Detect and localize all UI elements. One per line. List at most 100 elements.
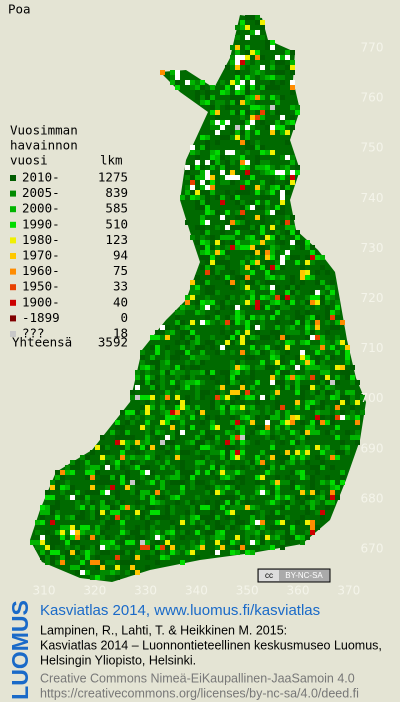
map-cell	[245, 125, 250, 130]
map-cell	[200, 545, 205, 550]
footer-link[interactable]: Kasviatlas 2014, www.luomus.fi/kasviatla…	[40, 602, 320, 619]
map-cell	[260, 120, 265, 125]
map-cell	[270, 240, 275, 245]
map-cell	[275, 320, 280, 325]
map-cell	[275, 355, 280, 360]
map-cell	[135, 440, 140, 445]
map-cell	[200, 195, 205, 200]
map-cell	[205, 280, 210, 285]
map-cell	[225, 375, 230, 380]
map-cell	[270, 310, 275, 315]
map-cell	[280, 420, 285, 425]
map-cell	[125, 505, 130, 510]
map-cell	[330, 395, 335, 400]
map-cell	[320, 370, 325, 375]
map-cell	[185, 350, 190, 355]
map-cell	[185, 325, 190, 330]
map-cell	[340, 470, 345, 475]
map-cell	[325, 480, 330, 485]
map-cell	[160, 550, 165, 555]
map-cell	[270, 315, 275, 320]
map-cell	[275, 330, 280, 335]
legend-label: -1899	[22, 310, 60, 325]
map-cell	[340, 475, 345, 480]
map-cell	[235, 175, 240, 180]
map-cell	[70, 460, 75, 465]
map-cell	[270, 130, 275, 135]
map-cell	[275, 390, 280, 395]
map-cell	[205, 315, 210, 320]
map-cell	[235, 425, 240, 430]
map-cell	[285, 505, 290, 510]
map-cell	[190, 190, 195, 195]
map-cell	[215, 115, 220, 120]
map-cell	[275, 205, 280, 210]
map-cell	[195, 445, 200, 450]
map-cell	[255, 160, 260, 165]
map-cell	[50, 485, 55, 490]
map-cell	[175, 70, 180, 75]
map-cell	[335, 485, 340, 490]
map-cell	[200, 205, 205, 210]
map-cell	[160, 485, 165, 490]
map-cell	[250, 85, 255, 90]
map-cell	[195, 465, 200, 470]
map-cell	[250, 495, 255, 500]
map-cell	[320, 515, 325, 520]
map-cell	[215, 245, 220, 250]
map-cell	[190, 330, 195, 335]
map-cell	[195, 545, 200, 550]
map-cell	[210, 95, 215, 100]
map-cell	[235, 310, 240, 315]
legend-swatch	[10, 268, 16, 275]
map-cell	[50, 545, 55, 550]
map-cell	[260, 540, 265, 545]
map-cell	[305, 450, 310, 455]
map-cell	[260, 305, 265, 310]
map-cell	[215, 525, 220, 530]
map-cell	[265, 150, 270, 155]
map-cell	[270, 150, 275, 155]
map-cell	[205, 390, 210, 395]
map-cell	[215, 400, 220, 405]
map-cell	[185, 185, 190, 190]
map-cell	[325, 430, 330, 435]
map-cell	[190, 410, 195, 415]
map-cell	[155, 335, 160, 340]
map-cell	[270, 490, 275, 495]
map-cell	[280, 185, 285, 190]
map-cell	[130, 455, 135, 460]
map-cell	[240, 365, 245, 370]
map-cell	[35, 540, 40, 545]
map-cell	[190, 475, 195, 480]
map-cell	[295, 385, 300, 390]
map-cell	[175, 340, 180, 345]
map-cell	[225, 440, 230, 445]
map-cell	[170, 415, 175, 420]
map-cell	[235, 435, 240, 440]
map-cell	[285, 450, 290, 455]
map-cell	[325, 345, 330, 350]
map-cell	[90, 545, 95, 550]
map-cell	[230, 130, 235, 135]
map-cell	[230, 305, 235, 310]
map-cell	[280, 80, 285, 85]
map-cell	[215, 450, 220, 455]
license-url[interactable]: https://creativecommons.org/licenses/by-…	[40, 686, 359, 700]
map-cell	[285, 535, 290, 540]
map-cell	[290, 60, 295, 65]
map-cell	[125, 410, 130, 415]
map-cell	[255, 15, 260, 20]
map-cell	[305, 325, 310, 330]
map-cell	[210, 85, 215, 90]
map-cell	[220, 505, 225, 510]
map-cell	[200, 440, 205, 445]
map-cell	[265, 210, 270, 215]
map-cell	[165, 455, 170, 460]
map-cell	[275, 235, 280, 240]
map-cell	[50, 495, 55, 500]
map-cell	[195, 285, 200, 290]
map-cell	[230, 470, 235, 475]
map-cell	[235, 215, 240, 220]
map-cell	[195, 155, 200, 160]
